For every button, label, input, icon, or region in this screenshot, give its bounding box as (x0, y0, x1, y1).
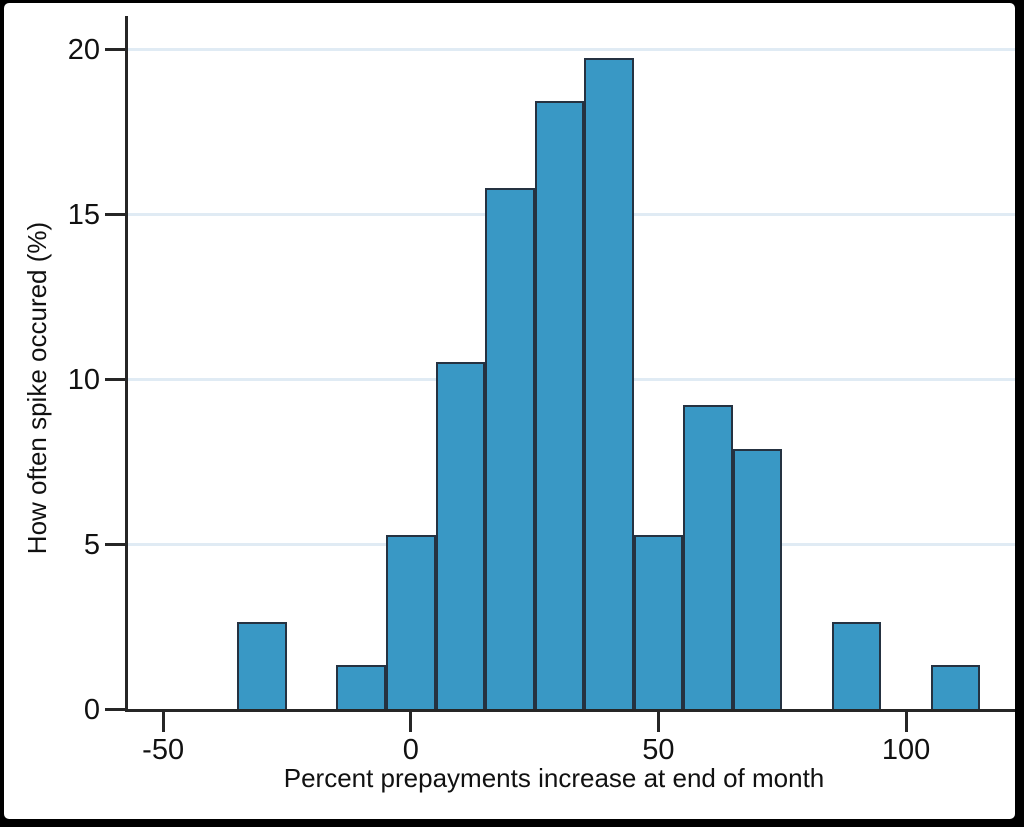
histogram-bar (336, 665, 386, 711)
y-tick-mark (105, 212, 125, 216)
y-tick-label: 10 (67, 363, 100, 396)
histogram-bar (584, 57, 634, 711)
x-tick-mark (904, 712, 908, 732)
x-axis-line (125, 709, 1015, 712)
histogram-bar (633, 535, 684, 711)
x-tick-label: 50 (642, 734, 675, 766)
histogram-bar (732, 448, 783, 711)
axes: 0 5 10 15 20 -50 0 50 100 (4, 3, 1015, 819)
histogram-bar (930, 665, 981, 711)
histogram-bar (435, 361, 486, 711)
histogram-bar (534, 101, 585, 711)
histogram-bar (683, 405, 733, 711)
y-tick-label: 20 (67, 33, 100, 66)
histogram-bar (831, 622, 882, 711)
y-gridline (128, 47, 1015, 51)
y-tick-mark (105, 47, 125, 51)
y-tick-label: 0 (83, 693, 100, 726)
x-tick-label: -50 (142, 734, 185, 766)
x-tick-mark (409, 712, 413, 732)
chart-canvas: 0 5 10 15 20 -50 0 50 100 How often spike occure… (4, 3, 1015, 819)
y-tick-mark (105, 707, 125, 711)
y-axis-title: How often spike occured (%) (22, 221, 52, 555)
x-tick-mark (161, 712, 165, 732)
y-tick-label: 5 (83, 528, 100, 561)
x-tick-label: 0 (402, 734, 419, 766)
y-tick-mark (105, 542, 125, 546)
x-tick-label: 100 (881, 734, 931, 766)
histogram-bar (485, 187, 535, 711)
x-axis-title: Percent prepayments increase at end of m… (283, 763, 825, 793)
y-axis-line (125, 16, 128, 712)
plot-area (4, 3, 1015, 819)
x-tick-mark (656, 712, 660, 732)
y-tick-mark (105, 377, 125, 381)
y-tick-label: 15 (67, 198, 100, 231)
